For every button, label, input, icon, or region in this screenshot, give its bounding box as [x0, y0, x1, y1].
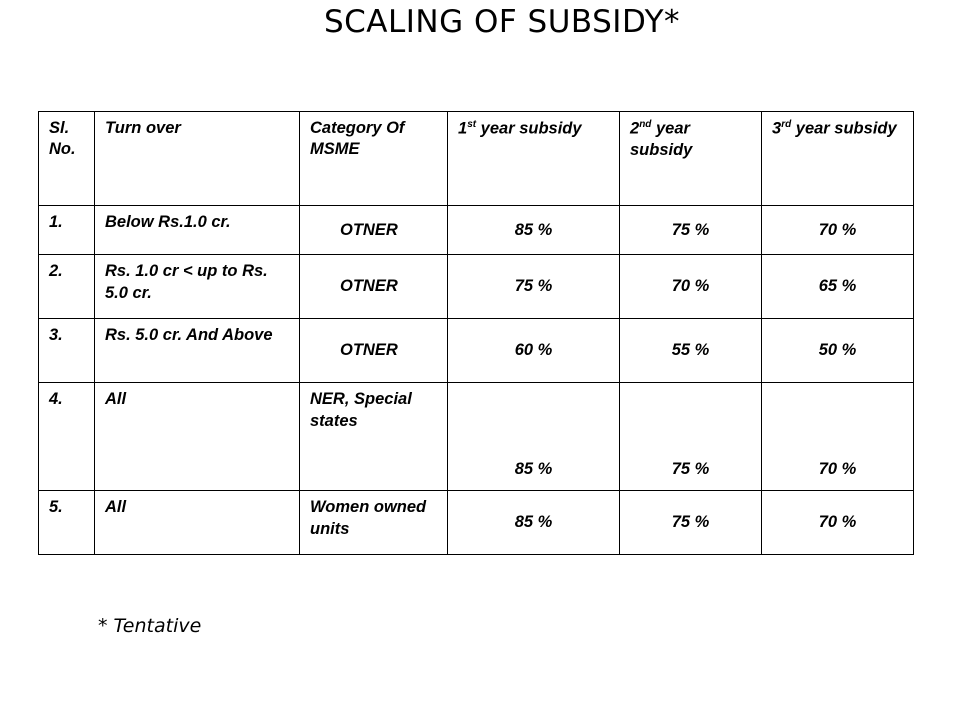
- row-second-year: 75 %: [619, 205, 762, 256]
- header-first-year-sup: st: [467, 119, 477, 130]
- table-row: 3. Rs. 5.0 cr. And Above OTNER 60 % 55 %…: [38, 318, 914, 384]
- row-sl-no: 3.: [38, 318, 95, 384]
- row-third-year: 50 %: [761, 318, 914, 384]
- header-first-year-text: year subsidy: [476, 119, 582, 138]
- table-row: 2. Rs. 1.0 cr < up to Rs. 5.0 cr. OTNER …: [38, 254, 914, 320]
- header-third-year-sup: rd: [781, 119, 792, 130]
- row-second-year: 75 %: [619, 490, 762, 555]
- header-first-year: 1st year subsidy: [447, 110, 620, 207]
- header-third-year-num: 3: [772, 119, 782, 138]
- header-second-year-text: year subsidy: [630, 119, 693, 159]
- row-category: NER, Special states: [299, 382, 448, 492]
- subsidy-table: Sl. No. Turn over Category Of MSME 1st y…: [38, 110, 914, 555]
- footnote: * Tentative: [98, 615, 202, 637]
- row-turnover: Rs. 5.0 cr. And Above: [94, 318, 300, 384]
- header-turnover: Turn over: [94, 110, 300, 207]
- row-third-year: 65 %: [761, 254, 914, 320]
- row-third-year: 70 %: [761, 382, 914, 492]
- row-turnover: All: [94, 382, 300, 492]
- table-row: 4. All NER, Special states 85 % 75 % 70 …: [38, 382, 914, 492]
- header-category: Category Of MSME: [299, 110, 448, 207]
- row-category: Women owned units: [299, 490, 448, 555]
- row-first-year: 85 %: [447, 490, 620, 555]
- row-second-year: 70 %: [619, 254, 762, 320]
- table-row: 5. All Women owned units 85 % 75 % 70 %: [38, 490, 914, 555]
- row-category: OTNER: [299, 318, 448, 384]
- header-third-year-text: year subsidy: [791, 119, 897, 138]
- row-turnover: All: [94, 490, 300, 555]
- row-second-year: 55 %: [619, 318, 762, 384]
- table-header-row: Sl. No. Turn over Category Of MSME 1st y…: [38, 110, 914, 207]
- row-turnover: Below Rs.1.0 cr.: [94, 205, 300, 256]
- row-first-year: 60 %: [447, 318, 620, 384]
- header-first-year-num: 1: [458, 119, 468, 138]
- row-sl-no: 5.: [38, 490, 95, 555]
- header-second-year-sup: nd: [639, 119, 652, 130]
- row-sl-no: 2.: [38, 254, 95, 320]
- row-first-year: 85 %: [447, 382, 620, 492]
- row-turnover: Rs. 1.0 cr < up to Rs. 5.0 cr.: [94, 254, 300, 320]
- row-category: OTNER: [299, 205, 448, 256]
- row-category: OTNER: [299, 254, 448, 320]
- header-second-year: 2nd year subsidy: [619, 110, 762, 207]
- row-sl-no: 1.: [38, 205, 95, 256]
- table-row: 1. Below Rs.1.0 cr. OTNER 85 % 75 % 70 %: [38, 205, 914, 256]
- row-second-year: 75 %: [619, 382, 762, 492]
- header-third-year: 3rd year subsidy: [761, 110, 914, 207]
- header-sl-no: Sl. No.: [38, 110, 95, 207]
- row-third-year: 70 %: [761, 205, 914, 256]
- header-second-year-num: 2: [630, 119, 640, 138]
- row-third-year: 70 %: [761, 490, 914, 555]
- row-first-year: 85 %: [447, 205, 620, 256]
- row-sl-no: 4.: [38, 382, 95, 492]
- page-title: SCALING OF SUBSIDY*: [323, 4, 681, 40]
- row-first-year: 75 %: [447, 254, 620, 320]
